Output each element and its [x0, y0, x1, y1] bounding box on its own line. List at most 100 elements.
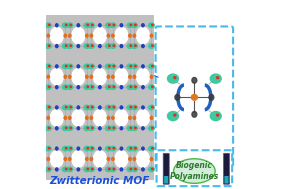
Ellipse shape: [132, 44, 137, 48]
Ellipse shape: [112, 34, 114, 37]
FancyBboxPatch shape: [46, 15, 154, 180]
Ellipse shape: [120, 168, 123, 171]
FancyBboxPatch shape: [156, 26, 233, 168]
Ellipse shape: [135, 45, 136, 46]
Ellipse shape: [84, 105, 90, 110]
Ellipse shape: [106, 44, 111, 48]
Ellipse shape: [129, 75, 131, 78]
Ellipse shape: [84, 146, 90, 151]
Ellipse shape: [137, 110, 149, 126]
Ellipse shape: [92, 86, 93, 88]
FancyBboxPatch shape: [157, 150, 232, 186]
Ellipse shape: [70, 148, 72, 149]
Ellipse shape: [86, 34, 88, 37]
Ellipse shape: [127, 64, 133, 69]
FancyBboxPatch shape: [225, 176, 228, 184]
Ellipse shape: [130, 45, 132, 46]
Ellipse shape: [56, 24, 58, 27]
Ellipse shape: [130, 127, 132, 129]
Ellipse shape: [46, 44, 51, 48]
Ellipse shape: [135, 65, 136, 67]
Ellipse shape: [64, 75, 67, 78]
Ellipse shape: [94, 27, 106, 44]
Ellipse shape: [108, 148, 110, 149]
Ellipse shape: [92, 45, 93, 46]
Ellipse shape: [70, 127, 72, 129]
Ellipse shape: [65, 148, 67, 149]
Ellipse shape: [152, 24, 153, 26]
Ellipse shape: [70, 86, 72, 88]
Ellipse shape: [62, 167, 68, 172]
Ellipse shape: [99, 127, 101, 130]
Ellipse shape: [110, 105, 116, 110]
Ellipse shape: [65, 86, 67, 88]
Ellipse shape: [67, 167, 73, 172]
Ellipse shape: [130, 168, 132, 170]
Ellipse shape: [137, 27, 149, 44]
Ellipse shape: [120, 147, 123, 150]
Ellipse shape: [108, 127, 110, 129]
Ellipse shape: [106, 105, 111, 110]
Ellipse shape: [69, 116, 71, 119]
Ellipse shape: [94, 68, 106, 85]
Ellipse shape: [65, 106, 67, 108]
FancyBboxPatch shape: [163, 153, 169, 184]
Ellipse shape: [47, 116, 49, 119]
Ellipse shape: [113, 65, 115, 67]
Ellipse shape: [150, 116, 153, 119]
Ellipse shape: [132, 85, 137, 89]
Ellipse shape: [89, 23, 94, 28]
Ellipse shape: [107, 157, 110, 160]
Ellipse shape: [130, 148, 132, 149]
Ellipse shape: [46, 167, 51, 172]
Ellipse shape: [99, 168, 101, 171]
Ellipse shape: [84, 126, 90, 131]
Ellipse shape: [46, 105, 51, 110]
Ellipse shape: [108, 24, 110, 26]
Ellipse shape: [210, 74, 221, 83]
Ellipse shape: [107, 34, 110, 37]
Ellipse shape: [120, 127, 123, 130]
Ellipse shape: [110, 167, 116, 172]
Ellipse shape: [62, 64, 68, 69]
Ellipse shape: [70, 106, 72, 108]
Ellipse shape: [152, 45, 153, 46]
Ellipse shape: [135, 127, 136, 129]
Ellipse shape: [48, 65, 50, 67]
Ellipse shape: [110, 23, 116, 28]
Ellipse shape: [112, 157, 114, 160]
Ellipse shape: [209, 94, 214, 100]
Ellipse shape: [142, 86, 144, 89]
Ellipse shape: [62, 85, 68, 89]
Ellipse shape: [152, 148, 153, 149]
Ellipse shape: [56, 65, 58, 68]
Ellipse shape: [174, 77, 176, 79]
Ellipse shape: [120, 65, 123, 68]
Ellipse shape: [67, 146, 73, 151]
Ellipse shape: [77, 45, 80, 48]
Ellipse shape: [89, 146, 94, 151]
Ellipse shape: [127, 146, 133, 151]
Ellipse shape: [92, 168, 93, 170]
Ellipse shape: [84, 23, 90, 28]
Ellipse shape: [127, 105, 133, 110]
Ellipse shape: [72, 68, 85, 85]
Ellipse shape: [67, 105, 73, 110]
Ellipse shape: [192, 77, 197, 83]
Ellipse shape: [67, 126, 73, 131]
Ellipse shape: [86, 157, 88, 160]
Ellipse shape: [86, 116, 88, 119]
Ellipse shape: [149, 23, 154, 28]
Ellipse shape: [89, 64, 94, 69]
Ellipse shape: [132, 167, 137, 172]
Ellipse shape: [149, 85, 154, 89]
Ellipse shape: [133, 75, 136, 78]
Ellipse shape: [64, 116, 67, 119]
Ellipse shape: [46, 85, 51, 89]
Ellipse shape: [106, 167, 111, 172]
Ellipse shape: [115, 68, 128, 85]
Ellipse shape: [99, 24, 101, 27]
Ellipse shape: [132, 105, 137, 110]
Ellipse shape: [87, 127, 89, 129]
Ellipse shape: [77, 65, 80, 68]
